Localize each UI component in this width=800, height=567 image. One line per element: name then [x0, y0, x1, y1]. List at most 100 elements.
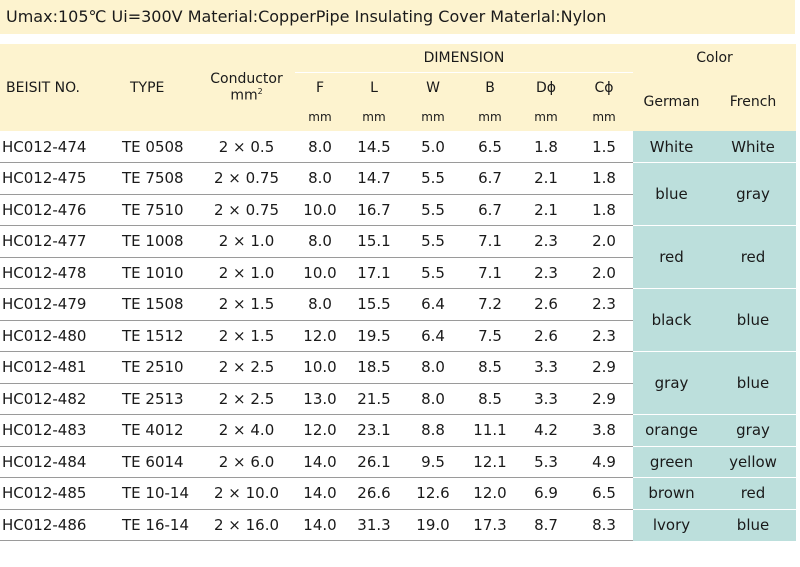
- cell-beisit-no: HC012-480: [0, 320, 110, 352]
- cell-dim-f: 12.0: [295, 320, 345, 352]
- cell-color-french: blue: [710, 288, 797, 352]
- cell-dim-f: 8.0: [295, 131, 345, 163]
- cell-conductor: 2 × 1.0: [198, 225, 295, 258]
- cell-dim-d: 3.3: [517, 383, 575, 415]
- header-dim-b: B: [463, 72, 517, 102]
- table-row: HC012-475 TE 7508 2 × 0.75 8.0 14.7 5.5 6.7 2.1…: [0, 162, 797, 226]
- cell-dim-w: 5.5: [403, 162, 463, 195]
- cell-conductor: 2 × 1.5: [198, 320, 295, 352]
- cell-dim-c: 2.0: [575, 257, 634, 289]
- cell-color-french: red: [710, 225, 797, 289]
- cell-type: TE 1008: [110, 225, 198, 258]
- unit-d: mm: [517, 102, 575, 131]
- cell-beisit-no: HC012-481: [0, 351, 110, 384]
- table-row: HC012-484 TE 6014 2 × 6.0 14.0 26.1 9.5 12.1 5.…: [0, 445, 797, 478]
- cell-conductor: 2 × 0.75: [198, 162, 295, 195]
- table-row: HC012-476 TE 7510 2 × 0.75 10.0 16.7 5.5 6.7 2.…: [0, 194, 796, 226]
- cell-conductor: 2 × 0.75: [198, 194, 295, 226]
- cell-dim-b: 8.5: [463, 351, 517, 384]
- cell-dim-b: 6.7: [463, 162, 517, 195]
- cell-dim-f: 8.0: [295, 162, 345, 195]
- cell-beisit-no: HC012-477: [0, 225, 110, 258]
- cell-dim-l: 26.6: [345, 477, 403, 510]
- table-row: HC012-474 TE 0508 2 × 0.5 8.0 14.5 5.0 6.5 1.8 1…: [0, 131, 797, 163]
- cell-dim-d: 3.3: [517, 351, 575, 384]
- cell-conductor: 2 × 4.0: [198, 414, 295, 447]
- cell-dim-w: 5.5: [403, 257, 463, 289]
- cell-color-german: orange: [633, 414, 711, 446]
- cell-color-german: brown: [633, 477, 711, 509]
- cell-dim-l: 23.1: [345, 414, 403, 447]
- cell-dim-d: 4.2: [517, 414, 575, 447]
- cell-dim-d: 6.9: [517, 477, 575, 510]
- header-type: TYPE: [110, 44, 198, 131]
- cell-dim-d: 2.3: [517, 225, 575, 258]
- cell-dim-w: 5.5: [403, 225, 463, 258]
- cell-color-french: White: [710, 131, 797, 163]
- cell-dim-d: 2.6: [517, 288, 575, 321]
- cell-beisit-no: HC012-476: [0, 194, 110, 226]
- cell-dim-d: 2.1: [517, 162, 575, 195]
- cell-dim-w: 19.0: [403, 509, 463, 541]
- cell-type: TE 1512: [110, 320, 198, 352]
- cell-dim-d: 2.6: [517, 320, 575, 352]
- header-dim-c: Cϕ: [575, 72, 634, 102]
- cell-dim-l: 31.3: [345, 509, 403, 541]
- cell-beisit-no: HC012-482: [0, 383, 110, 415]
- spec-banner: Umax:105℃ Ui=300V Material:CopperPipe In…: [0, 0, 795, 34]
- cell-dim-f: 10.0: [295, 257, 345, 289]
- cell-color-french: gray: [710, 414, 797, 446]
- cell-type: TE 2513: [110, 383, 198, 415]
- cell-dim-c: 2.0: [575, 225, 634, 258]
- cell-type: TE 4012: [110, 414, 198, 447]
- cell-dim-c: 4.9: [575, 446, 634, 478]
- header-color: Color: [633, 44, 797, 73]
- cell-type: TE 0508: [110, 131, 198, 163]
- unit-l: mm: [345, 102, 403, 131]
- cell-dim-c: 2.3: [575, 288, 634, 321]
- cell-conductor: 2 × 2.5: [198, 351, 295, 384]
- cell-type: TE 6014: [110, 446, 198, 478]
- cell-color-german: red: [633, 225, 711, 289]
- cell-dim-b: 6.7: [463, 194, 517, 226]
- cell-beisit-no: HC012-474: [0, 131, 110, 163]
- cell-dim-b: 7.1: [463, 257, 517, 289]
- cell-color-german: blue: [633, 162, 711, 226]
- cell-type: TE 7510: [110, 194, 198, 226]
- cell-color-french: gray: [710, 162, 797, 226]
- table-row: HC012-477 TE 1008 2 × 1.0 8.0 15.1 5.5 7.1 2.3 2…: [0, 225, 797, 289]
- header-dim-d: Dϕ: [517, 72, 575, 102]
- table-row: HC012-482 TE 2513 2 × 2.5 13.0 21.5 8.0 8.5 3.3…: [0, 383, 796, 415]
- header-conductor: Conductor mm2: [198, 44, 295, 131]
- cell-conductor: 2 × 2.5: [198, 383, 295, 415]
- cell-dim-w: 6.4: [403, 288, 463, 321]
- cell-dim-b: 12.1: [463, 446, 517, 478]
- header-conductor-unit: mm2: [230, 87, 263, 104]
- table-row: HC012-485 TE 10-14 2 × 10.0 14.0 26.6 12.6 12.…: [0, 477, 797, 510]
- cell-dim-c: 2.9: [575, 351, 634, 384]
- cell-dim-c: 2.9: [575, 383, 634, 415]
- cell-dim-f: 10.0: [295, 194, 345, 226]
- cell-dim-d: 8.7: [517, 509, 575, 541]
- spec-table: BEISIT NO. TYPE Conductor mm2 DIMENSION …: [0, 44, 797, 541]
- header-conductor-label: Conductor: [210, 71, 283, 88]
- cell-dim-w: 6.4: [403, 320, 463, 352]
- cell-beisit-no: HC012-475: [0, 162, 110, 195]
- cell-dim-f: 8.0: [295, 288, 345, 321]
- cell-dim-w: 5.5: [403, 194, 463, 226]
- cell-dim-l: 26.1: [345, 446, 403, 478]
- cell-dim-f: 10.0: [295, 351, 345, 384]
- cell-dim-l: 19.5: [345, 320, 403, 352]
- cell-dim-w: 8.0: [403, 383, 463, 415]
- table-row: HC012-480 TE 1512 2 × 1.5 12.0 19.5 6.4 7.5 2.6…: [0, 320, 796, 352]
- unit-c: mm: [575, 102, 634, 131]
- cell-type: TE 2510: [110, 351, 198, 384]
- cell-color-german: gray: [633, 351, 711, 415]
- cell-beisit-no: HC012-478: [0, 257, 110, 289]
- header-french: French: [710, 72, 797, 131]
- cell-type: TE 1508: [110, 288, 198, 321]
- cell-beisit-no: HC012-484: [0, 446, 110, 478]
- cell-dim-w: 8.0: [403, 351, 463, 384]
- header-dim-f: F: [295, 72, 345, 102]
- cell-conductor: 2 × 10.0: [198, 477, 295, 510]
